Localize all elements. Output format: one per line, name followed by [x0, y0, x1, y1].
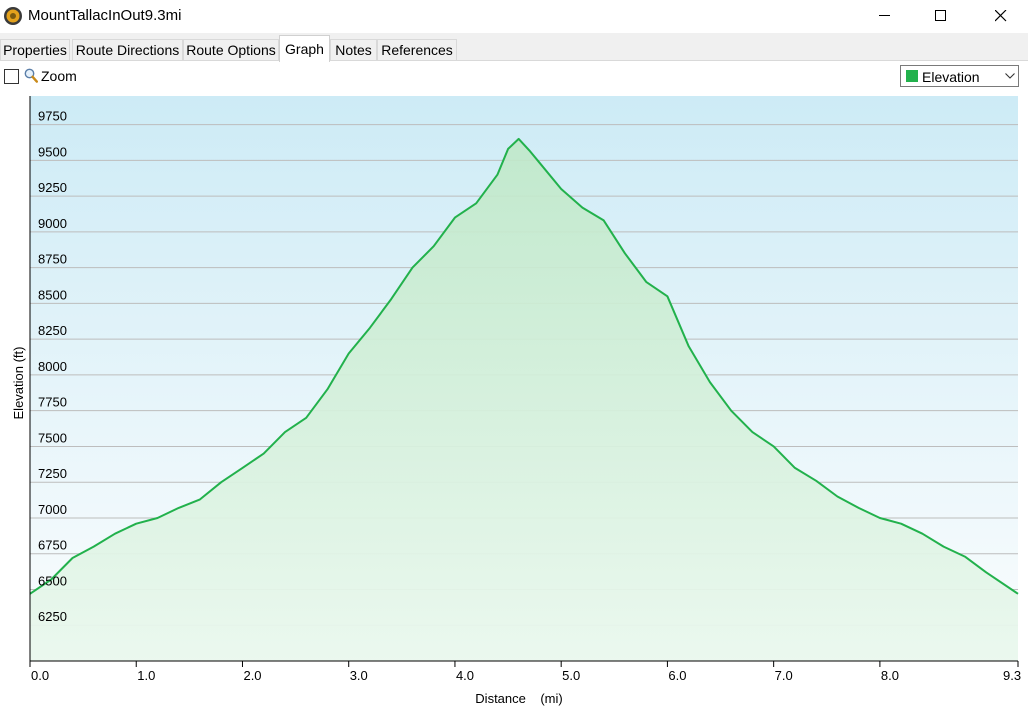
- x-tick-label: 2.0: [243, 668, 261, 683]
- y-tick-label: 7750: [38, 395, 67, 410]
- maximize-button[interactable]: [918, 0, 964, 32]
- x-tick-label: 8.0: [881, 668, 899, 683]
- elevation-area-fill: [30, 138, 1018, 661]
- elevation-series-line: [29, 137, 1019, 595]
- y-tick-label: 8750: [38, 252, 67, 267]
- y-tick-label: 6250: [38, 609, 67, 624]
- close-button[interactable]: [978, 0, 1024, 32]
- x-tick-label: 4.0: [456, 668, 474, 683]
- minimize-button[interactable]: [862, 0, 908, 32]
- y-tick-label: 7000: [38, 502, 67, 517]
- x-tick-label: 1.0: [137, 668, 155, 683]
- x-tick-label: 9.3: [1003, 668, 1021, 683]
- tab-references[interactable]: References: [377, 39, 457, 61]
- y-tick-label: 9000: [38, 216, 67, 231]
- zoom-label: Zoom: [41, 68, 77, 84]
- x-tick-label: 6.0: [668, 668, 686, 683]
- x-tick-label: 5.0: [562, 668, 580, 683]
- y-tick-label: 9500: [38, 144, 67, 159]
- y-tick-label: 9250: [38, 180, 67, 195]
- zoom-checkbox[interactable]: [4, 69, 19, 84]
- y-tick-label: 8000: [38, 359, 67, 374]
- tab-properties[interactable]: Properties: [0, 39, 70, 61]
- y-tick-label: 9750: [38, 109, 67, 124]
- series-dropdown-value: Elevation: [922, 69, 980, 85]
- tab-notes[interactable]: Notes: [330, 39, 377, 61]
- y-tick-label: 6500: [38, 573, 67, 588]
- tab-strip: Properties Route Directions Route Option…: [0, 33, 1028, 62]
- minimize-icon: [879, 15, 890, 16]
- title-bar: MountTallacInOut9.3mi: [0, 0, 1028, 33]
- y-tick-label: 6750: [38, 538, 67, 553]
- y-tick-label: 7500: [38, 430, 67, 445]
- x-axis-title: Distance (mi): [475, 691, 562, 706]
- x-tick-labels: 0.0 1.0 2.0 3.0 4.0 5.0 6.0 7.0 8.0 9.3: [29, 661, 1021, 683]
- y-tick-label: 8250: [38, 323, 67, 338]
- tab-graph[interactable]: Graph: [279, 35, 330, 62]
- y-tick-label: 8500: [38, 287, 67, 302]
- series-dropdown[interactable]: Elevation: [900, 65, 1019, 87]
- x-tick-label: 0.0: [31, 668, 49, 683]
- maximize-icon: [935, 10, 946, 21]
- tab-route-options[interactable]: Route Options: [183, 39, 279, 61]
- y-tick-label: 7250: [38, 466, 67, 481]
- close-icon: [995, 10, 1007, 22]
- magnifier-icon: [24, 68, 38, 83]
- series-color-swatch: [906, 70, 918, 82]
- window-title: MountTallacInOut9.3mi: [28, 7, 182, 24]
- chevron-down-icon: [1005, 73, 1015, 79]
- y-tick-labels: 6250 6500 6750 7000 7250 7500 7750 8000 8250 8500…: [38, 109, 67, 625]
- x-tick-label: 7.0: [775, 668, 793, 683]
- app-logo-icon: [4, 7, 22, 25]
- y-axis-title: Elevation (ft): [11, 347, 26, 420]
- tab-route-directions[interactable]: Route Directions: [72, 39, 183, 61]
- x-tick-label: 3.0: [350, 668, 368, 683]
